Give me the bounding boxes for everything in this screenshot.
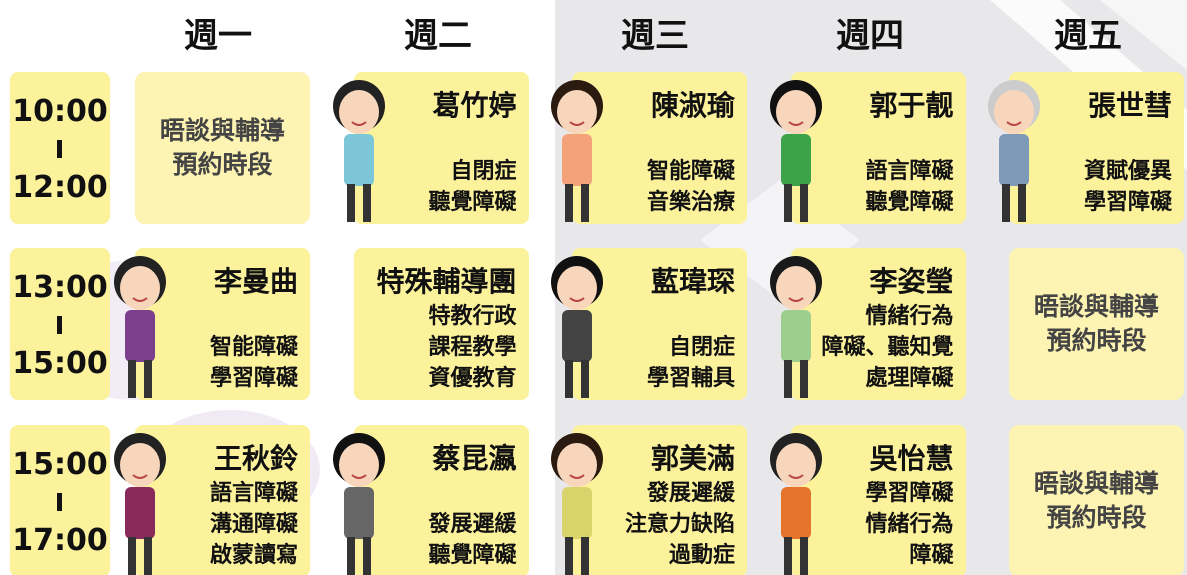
teacher-name: 王秋鈴 bbox=[213, 442, 298, 475]
teacher-name: 藍瑋琛 bbox=[650, 265, 735, 298]
day-header: 週五 bbox=[1054, 16, 1122, 56]
booking-text: 預約時段 bbox=[1046, 503, 1147, 532]
specialty: 自閉症 bbox=[450, 159, 517, 184]
specialty: 學習障礙 bbox=[1083, 190, 1172, 215]
avatar bbox=[551, 433, 603, 575]
specialty: 語言障礙 bbox=[209, 481, 298, 506]
teacher-name: 蔡昆瀛 bbox=[432, 442, 517, 475]
specialty: 聽覺障礙 bbox=[428, 543, 517, 568]
specialty: 音樂治療 bbox=[646, 190, 735, 215]
specialty: 障礙 bbox=[909, 543, 954, 568]
teacher-cell bbox=[353, 248, 529, 400]
specialty: 特教行政 bbox=[428, 304, 517, 329]
teacher-name: 葛竹婷 bbox=[432, 89, 517, 122]
specialty: 情緒行為 bbox=[865, 512, 954, 537]
booking-cell: 晤談與輔導 預約時段 bbox=[135, 72, 310, 224]
booking-cell: 晤談與輔導 預約時段 bbox=[1009, 248, 1184, 400]
specialty: 語言障礙 bbox=[865, 159, 954, 184]
time-end: 15:00 bbox=[12, 346, 108, 381]
specialty: 情緒行為 bbox=[865, 304, 954, 329]
booking-text: 預約時段 bbox=[1046, 326, 1147, 355]
time-end: 17:00 bbox=[12, 523, 108, 558]
specialty: 智能障礙 bbox=[646, 159, 735, 184]
day-header: 週一 bbox=[184, 16, 252, 56]
booking-cell: 晤談與輔導 預約時段 bbox=[1009, 425, 1184, 575]
specialty: 課程教學 bbox=[428, 335, 517, 360]
specialty: 自閉症 bbox=[668, 335, 735, 360]
time-start: 10:00 bbox=[12, 94, 108, 129]
avatar bbox=[332, 80, 385, 222]
avatar bbox=[114, 433, 166, 575]
specialty: 啟蒙讀寫 bbox=[209, 543, 298, 568]
specialty: 學習輔具 bbox=[646, 366, 735, 391]
avatar bbox=[769, 256, 822, 398]
specialty: 學習障礙 bbox=[209, 366, 298, 391]
avatar bbox=[114, 256, 166, 398]
teacher-name: 張世彗 bbox=[1087, 89, 1172, 122]
specialty: 資優教育 bbox=[428, 366, 517, 391]
specialty: 處理障礙 bbox=[865, 366, 954, 391]
avatar bbox=[769, 433, 822, 575]
teacher-name: 李曼曲 bbox=[213, 265, 298, 298]
specialty: 聽覺障礙 bbox=[428, 190, 517, 215]
day-header: 週三 bbox=[621, 16, 689, 56]
time-end: 12:00 bbox=[12, 170, 108, 205]
booking-text: 預約時段 bbox=[172, 150, 273, 179]
specialty: 聽覺障礙 bbox=[865, 190, 954, 215]
avatar bbox=[769, 80, 822, 222]
avatar bbox=[551, 256, 603, 398]
time-start: 15:00 bbox=[12, 447, 108, 482]
avatar bbox=[332, 433, 385, 575]
teacher-name: 李姿瑩 bbox=[869, 265, 954, 298]
specialty: 發展遲緩 bbox=[428, 512, 517, 537]
day-header: 週四 bbox=[836, 16, 904, 56]
booking-text: 晤談與輔導 bbox=[1033, 469, 1159, 498]
time-separator bbox=[57, 140, 62, 158]
avatar bbox=[988, 80, 1040, 222]
booking-text: 晤談與輔導 bbox=[1033, 292, 1159, 321]
specialty: 注意力缺陷 bbox=[624, 512, 735, 537]
specialty: 發展遲緩 bbox=[646, 481, 735, 506]
specialty: 智能障礙 bbox=[209, 335, 298, 360]
time-start: 13:00 bbox=[12, 270, 108, 305]
booking-text: 晤談與輔導 bbox=[159, 116, 285, 145]
avatar bbox=[551, 80, 603, 222]
specialty: 障礙、聽知覺 bbox=[821, 335, 954, 360]
time-separator bbox=[57, 493, 62, 511]
teacher-name: 陳淑瑜 bbox=[650, 89, 735, 122]
specialty: 資賦優異 bbox=[1083, 159, 1172, 184]
specialty: 過動症 bbox=[668, 543, 735, 568]
teacher-name: 吳怡慧 bbox=[869, 442, 954, 475]
teacher-name: 郭美滿 bbox=[650, 442, 735, 475]
specialty: 學習障礙 bbox=[865, 481, 954, 506]
teacher-name: 特殊輔導團 bbox=[376, 265, 517, 298]
day-header: 週二 bbox=[404, 16, 472, 56]
specialty: 溝通障礙 bbox=[209, 512, 298, 537]
time-separator bbox=[57, 316, 62, 334]
teacher-name: 郭于靓 bbox=[869, 89, 954, 122]
